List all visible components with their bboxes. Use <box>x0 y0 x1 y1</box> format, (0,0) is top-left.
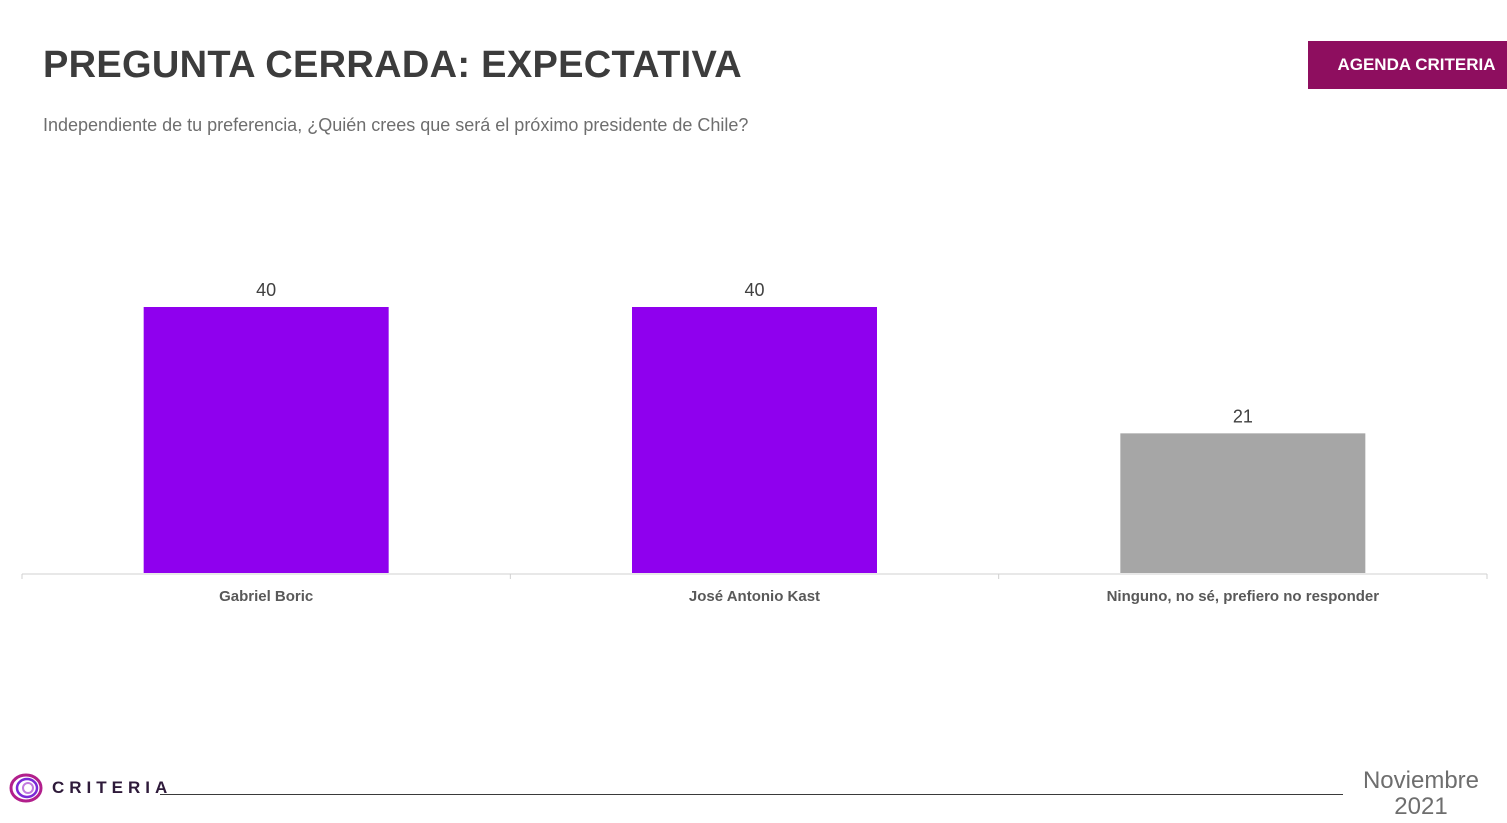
brand-name: CRITERIA <box>52 778 173 797</box>
report-month: Noviembre <box>1362 767 1480 794</box>
report-year: 2021 <box>1394 793 1448 820</box>
criteria-ring-icon <box>9 773 43 803</box>
agenda-criteria-badge: AGENDA CRITERIA <box>1308 41 1507 89</box>
category-label-3: Ninguno, no sé, prefiero no responder <box>1107 588 1380 605</box>
question-subtitle: Independiente de tu preferencia, ¿Quién … <box>43 115 749 135</box>
criteria-logo: CRITERIA <box>8 772 172 804</box>
data-label-1: 40 <box>256 280 276 300</box>
footer-divider <box>160 794 1343 795</box>
bar-3 <box>1120 433 1366 573</box>
bar-2 <box>632 307 877 573</box>
category-label-1: Gabriel Boric <box>219 588 313 605</box>
report-date: Noviembre 2021 <box>1350 768 1492 820</box>
data-label-2: 40 <box>744 280 764 300</box>
category-label-2: José Antonio Kast <box>689 588 820 605</box>
page-title: PREGUNTA CERRADA: EXPECTATIVA <box>43 44 743 86</box>
bar-1 <box>143 307 389 573</box>
data-label-3: 21 <box>1233 406 1253 426</box>
